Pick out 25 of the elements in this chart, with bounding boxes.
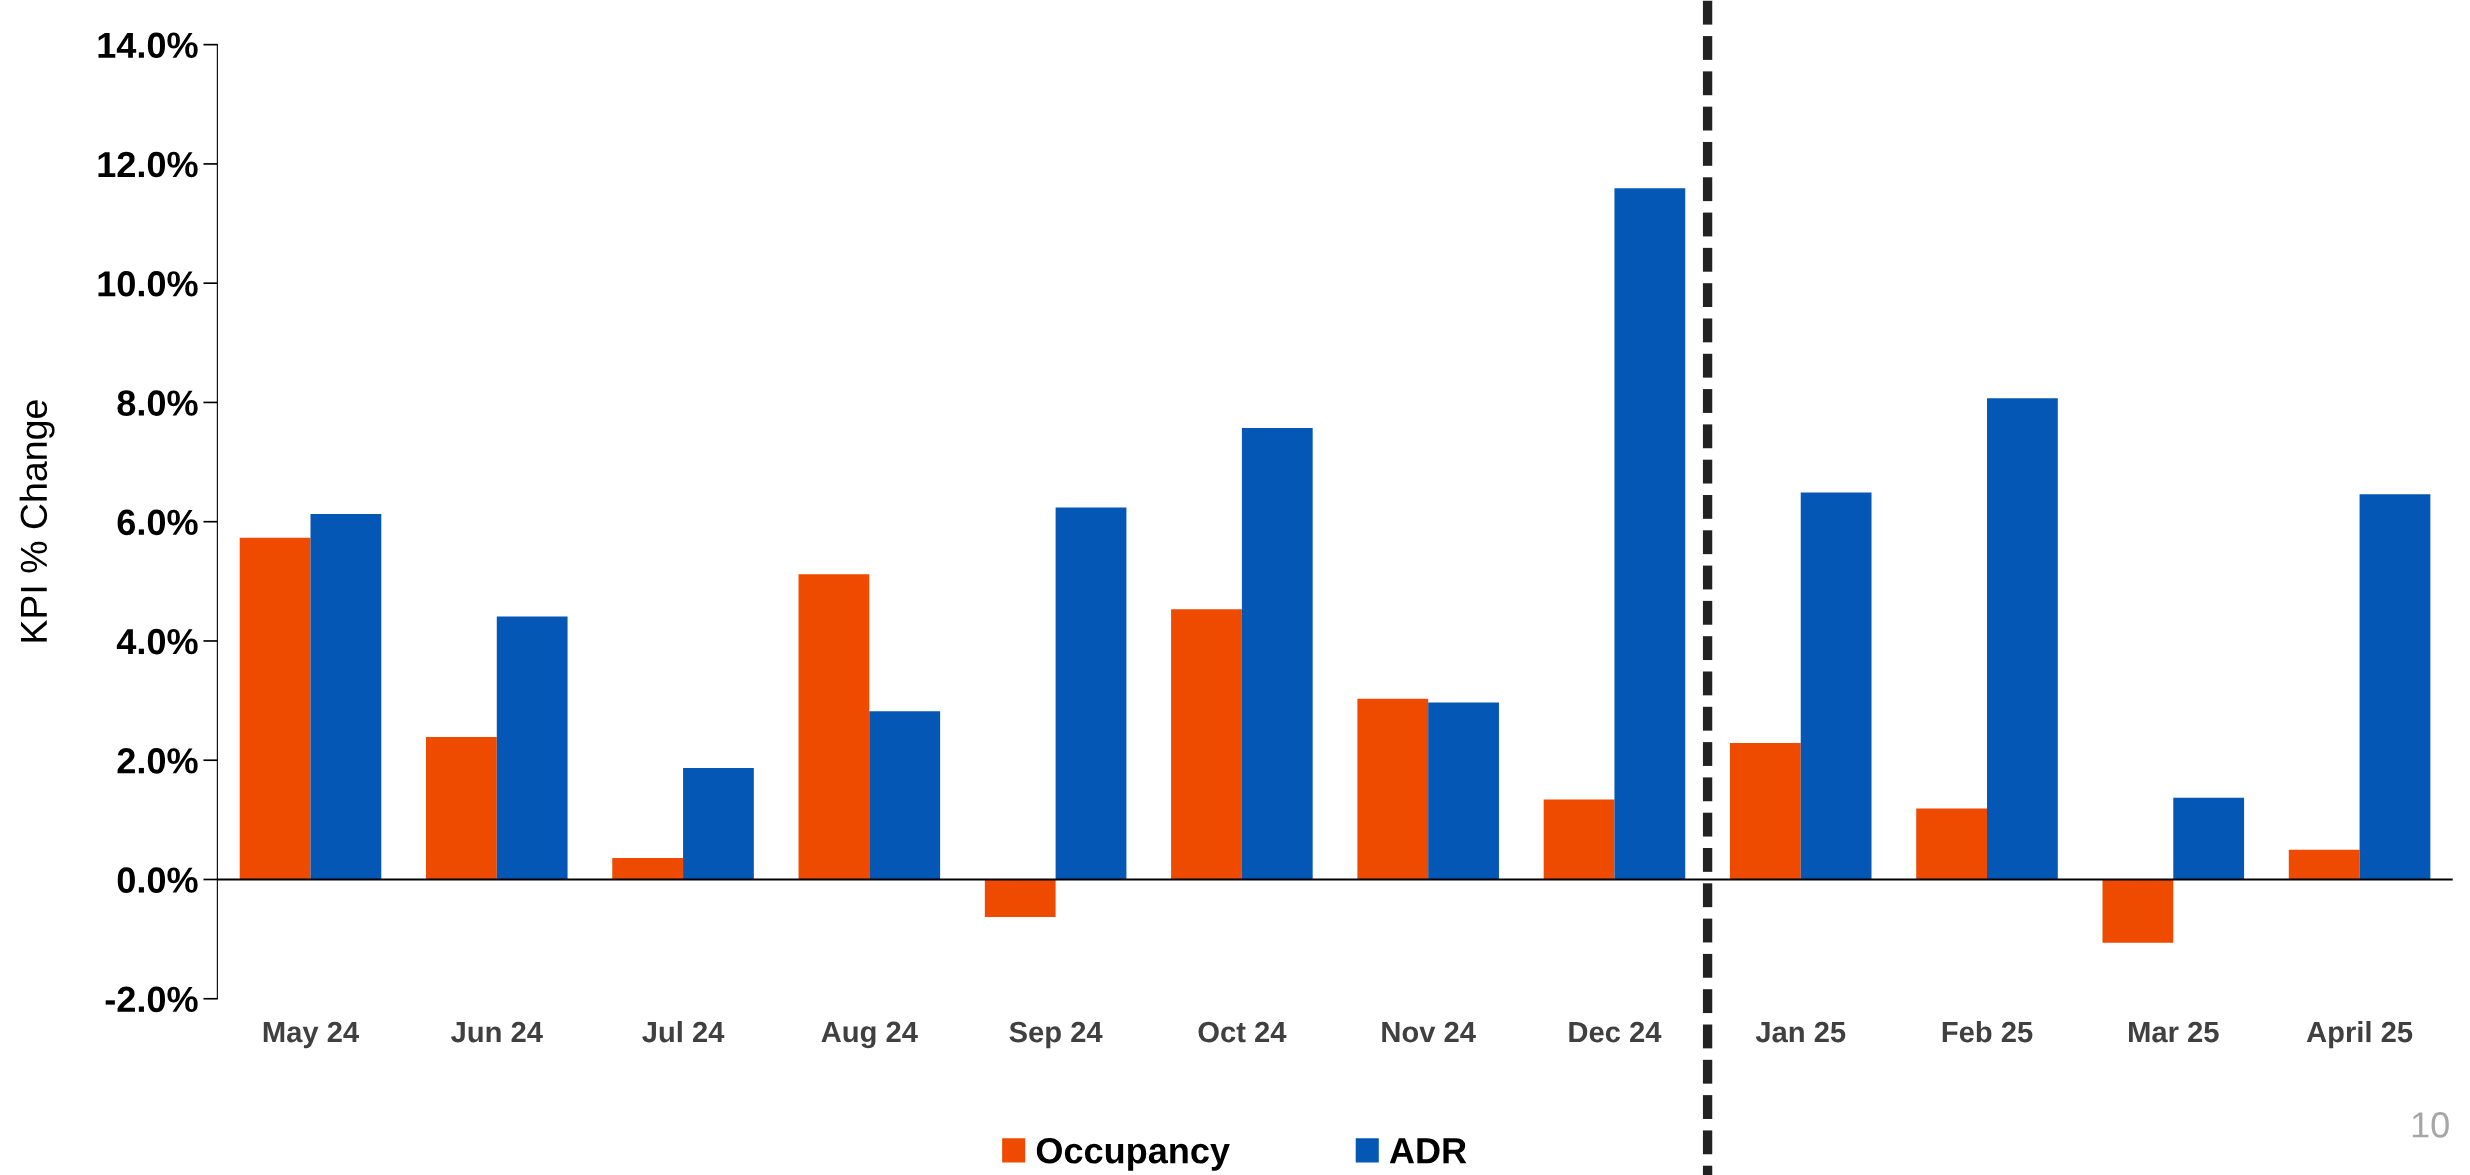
y-tick-label: 2.0% [117, 748, 198, 774]
y-tick-label: 12.0% [98, 151, 198, 178]
text: 10 [2412, 1112, 2449, 1138]
y-tick-label: 10.0% [98, 271, 198, 297]
x-tick-label: Aug 24 [821, 1021, 918, 1049]
y-tick-label: 14.0% [98, 32, 198, 59]
x-tick-label: Jan 25 [1755, 1021, 1846, 1043]
x-tick-label: Nov 24 [1382, 1021, 1476, 1043]
x-tick-label: Jul 24 [642, 1020, 725, 1043]
x-tick-label: Mar 25 [2129, 1021, 2219, 1043]
y-tick-label: 6.0% [117, 509, 198, 536]
x-tick-label: April 25 [2306, 1020, 2413, 1049]
y-tick-label: -2.0% [105, 986, 198, 1013]
y-axis-title: KPI % Change [19, 400, 55, 642]
x-tick-label: May 24 [263, 1021, 359, 1049]
x-tick-label: Dec 24 [1569, 1021, 1662, 1043]
x-tick-label: Sep 24 [1009, 1021, 1103, 1049]
legend-label: Occupancy [1036, 1137, 1230, 1171]
y-tick-label: 8.0% [117, 390, 198, 416]
x-tick-label: Feb 25 [1942, 1020, 2033, 1043]
legend-label: ADR [1389, 1138, 1467, 1164]
x-tick-label: Jun 24 [451, 1021, 543, 1043]
y-tick-label: 4.0% [116, 628, 198, 655]
x-tick-label: Oct 24 [1198, 1021, 1287, 1043]
y-tick-label: 0.0% [117, 867, 198, 893]
